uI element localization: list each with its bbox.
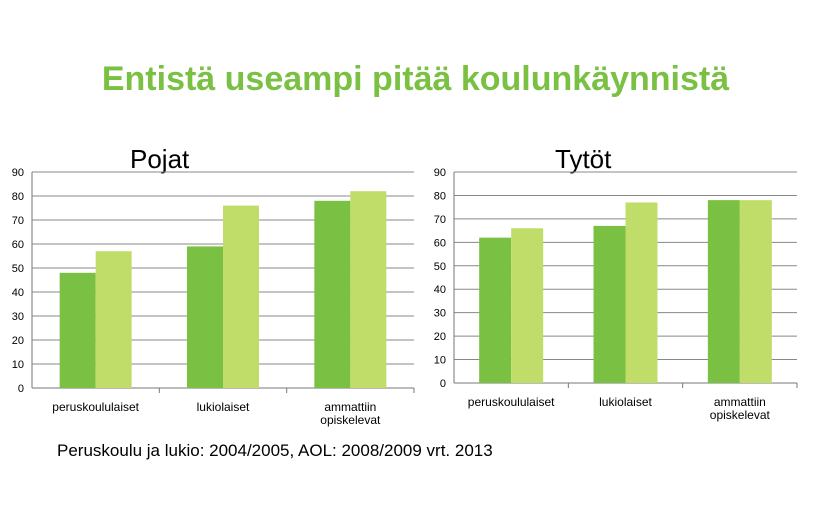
y-tick-label: 40 (434, 284, 446, 296)
chart-title-tytot: Tytöt (555, 144, 612, 174)
bar-dark-3 (314, 200, 351, 388)
x-category-label: opiskelevat (320, 413, 381, 427)
bar-dark-1 (479, 237, 512, 383)
chart-title-pojat: Pojat (130, 144, 190, 174)
x-category-label: lukiolaiset (599, 395, 652, 409)
y-tick-label: 90 (12, 167, 24, 179)
x-category-label: ammattiin (714, 395, 766, 409)
y-tick-label: 20 (12, 335, 24, 347)
y-tick-label: 20 (434, 331, 446, 343)
x-category-label: lukiolaiset (197, 400, 250, 414)
bar-light-3 (350, 191, 387, 388)
x-category-label: peruskoululaiset (52, 400, 139, 414)
x-category-label: opiskelevat (710, 408, 771, 422)
y-tick-label: 70 (434, 214, 446, 226)
y-tick-label: 50 (434, 261, 446, 273)
x-category-label: peruskoululaiset (468, 395, 555, 409)
y-tick-label: 70 (12, 215, 24, 227)
y-tick-label: 0 (18, 383, 24, 395)
y-tick-label: 30 (12, 311, 24, 323)
footnote: Peruskoulu ja lukio: 2004/2005, AOL: 200… (57, 441, 493, 460)
y-tick-label: 60 (434, 237, 446, 249)
y-tick-label: 90 (434, 167, 446, 179)
y-tick-label: 30 (434, 308, 446, 320)
bar-light-1 (95, 251, 132, 388)
bar-light-3 (739, 200, 772, 383)
bar-dark-1 (59, 272, 96, 388)
y-tick-label: 80 (12, 191, 24, 203)
bar-dark-2 (593, 225, 626, 383)
page-title: Entistä useampi pitää koulunkäynnistä (101, 60, 730, 98)
y-tick-label: 10 (12, 359, 24, 371)
y-tick-label: 60 (12, 239, 24, 251)
bar-light-2 (223, 205, 259, 388)
bar-dark-3 (707, 200, 740, 383)
y-tick-label: 50 (12, 263, 24, 275)
bar-light-2 (625, 202, 658, 383)
bar-dark-2 (187, 246, 223, 388)
y-tick-label: 80 (434, 190, 446, 202)
bar-light-1 (511, 228, 544, 383)
x-category-label: ammattiin (324, 400, 376, 414)
y-tick-label: 0 (440, 378, 446, 390)
y-tick-label: 40 (12, 287, 24, 299)
y-tick-label: 10 (434, 355, 446, 367)
